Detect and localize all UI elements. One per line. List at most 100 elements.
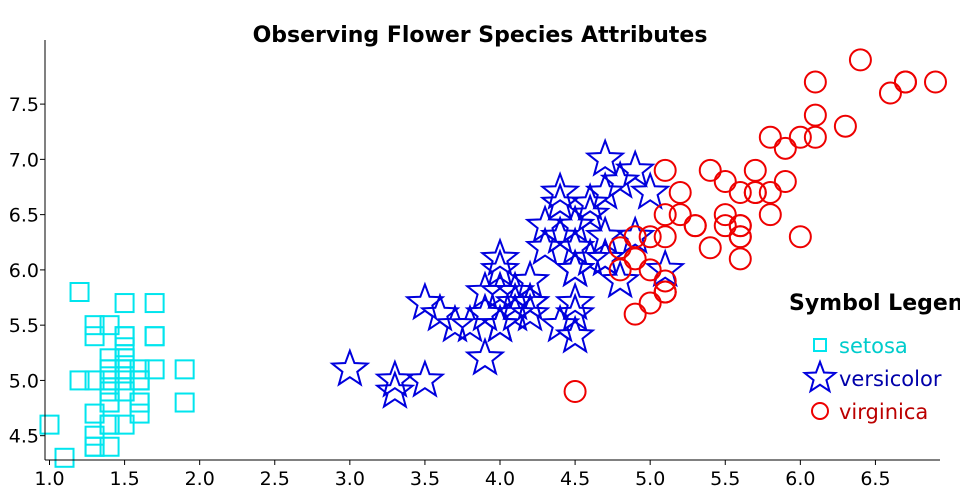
versicolor-point: [494, 281, 536, 321]
setosa-point: [99, 414, 120, 435]
x-tick-label: 1.0: [34, 468, 64, 490]
setosa-point: [144, 359, 165, 380]
versicolor-point: [374, 358, 416, 398]
virginica-point: [653, 158, 677, 182]
versicolor-point: [509, 292, 551, 332]
virginica-point: [608, 258, 632, 282]
versicolor-point: [599, 259, 641, 299]
virginica-point: [668, 181, 692, 205]
setosa-point: [174, 359, 195, 380]
virginica-point: [803, 103, 827, 127]
virginica-point: [608, 236, 632, 260]
setosa-point: [114, 359, 135, 380]
versicolor-point: [554, 281, 596, 321]
x-tick-label: 1.5: [109, 468, 139, 490]
x-tick-label: 3.0: [335, 468, 365, 490]
x-tick-label: 4.5: [560, 468, 590, 490]
x-tick-label: 6.5: [860, 468, 890, 490]
versicolor-point: [554, 314, 596, 354]
setosa-point: [69, 282, 90, 302]
virginica-point: [653, 203, 677, 227]
legend-square-icon: [813, 338, 827, 352]
y-tick-label: 7.0: [9, 149, 39, 171]
versicolor-point: [584, 171, 626, 210]
virginica-point: [878, 81, 902, 105]
virginica-point: [638, 258, 662, 282]
y-tick-label: 7.5: [9, 94, 39, 116]
setosa-point: [114, 326, 135, 347]
setosa-point: [84, 403, 105, 424]
legend-item-setosa: setosa: [813, 334, 908, 358]
versicolor-point: [404, 358, 446, 398]
virginica-point: [563, 379, 587, 403]
virginica-point: [653, 225, 677, 249]
versicolor-point: [404, 281, 446, 321]
x-tick-label: 3.5: [410, 468, 440, 490]
virginica-point: [773, 169, 797, 193]
virginica-point: [893, 70, 917, 94]
x-tick-label: 5.5: [710, 468, 740, 490]
chart-axes: 1.0 1.5 2.0 2.5 3.0 3.5 4.0 4.5 5.0 5.5 6.0 6.5 4.5 5…: [9, 40, 940, 490]
legend-item-versicolor: versicolor: [801, 359, 942, 394]
virginica-point: [758, 181, 782, 205]
versicolor-point: [644, 248, 686, 288]
setosa-point: [144, 326, 165, 347]
versicolor-point: [584, 137, 626, 177]
setosa-point: [129, 370, 150, 391]
setosa-point: [114, 370, 135, 391]
virginica-point: [788, 225, 812, 249]
virginica-point: [713, 214, 737, 238]
y-tick-label: 4.5: [9, 426, 39, 448]
x-tick-label: 6.0: [785, 468, 815, 490]
versicolor-point: [584, 237, 626, 277]
setosa-point: [129, 392, 150, 413]
setosa-point: [144, 293, 165, 314]
virginica-point: [803, 70, 827, 94]
setosa-point: [114, 337, 135, 358]
versicolor-point: [569, 237, 611, 277]
versicolor-point: [464, 336, 506, 376]
setosa-point: [99, 436, 120, 457]
setosa-point: [99, 348, 120, 369]
virginica-point: [653, 280, 677, 304]
versicolor-point: [539, 182, 581, 221]
setosa-point: [114, 414, 135, 435]
virginica-point: [923, 70, 947, 94]
versicolor-point: [479, 248, 521, 288]
setosa-point: [54, 447, 75, 468]
series-setosa: [39, 282, 195, 468]
series-versicolor: [329, 137, 686, 409]
virginica-point: [728, 214, 752, 238]
virginica-point: [788, 125, 812, 149]
x-tick-label: 5.0: [635, 468, 665, 490]
x-tick-label: 4.0: [485, 468, 515, 490]
chart-legend: Symbol Legen setosa versicolor virginica: [789, 291, 960, 424]
setosa-point: [99, 381, 120, 402]
virginica-point: [713, 203, 737, 227]
versicolor-point: [464, 270, 506, 310]
versicolor-point: [329, 347, 371, 387]
versicolor-point: [374, 370, 416, 409]
virginica-point: [668, 203, 692, 227]
setosa-point: [114, 293, 135, 314]
virginica-point: [698, 158, 722, 182]
versicolor-point: [509, 281, 551, 321]
virginica-point: [623, 302, 647, 326]
versicolor-point: [434, 303, 476, 343]
setosa-point: [114, 381, 135, 402]
y-tick-label: 6.5: [9, 205, 39, 227]
setosa-point: [99, 359, 120, 380]
setosa-point: [84, 326, 105, 347]
virginica-point: [728, 247, 752, 271]
setosa-point: [84, 315, 105, 336]
virginica-point: [848, 48, 872, 72]
legend-circle-icon: [811, 402, 829, 420]
x-tick-label: 2.0: [185, 468, 215, 490]
y-tick-label: 5.0: [9, 370, 39, 392]
versicolor-point: [524, 226, 566, 266]
chart-title: Observing Flower Species Attributes: [253, 23, 708, 48]
versicolor-point: [554, 248, 596, 288]
virginica-point: [758, 203, 782, 227]
versicolor-point: [539, 171, 581, 210]
